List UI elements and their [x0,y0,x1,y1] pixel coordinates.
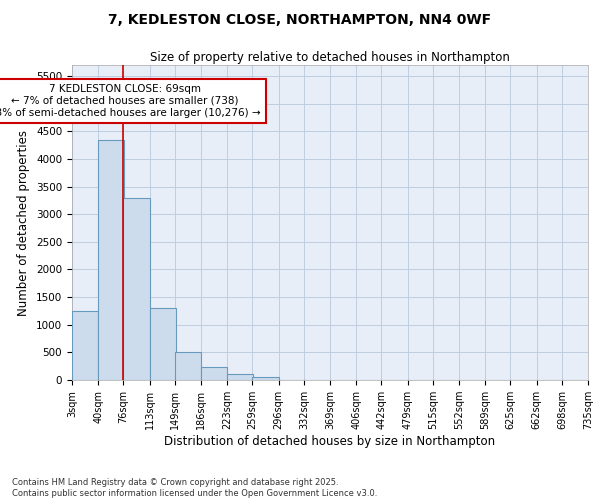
Bar [124,198,149,380]
Bar [149,308,176,380]
Bar [72,311,98,380]
Text: 7 KEDLESTON CLOSE: 69sqm
← 7% of detached houses are smaller (738)
93% of semi-d: 7 KEDLESTON CLOSE: 69sqm ← 7% of detache… [0,84,260,117]
Bar [175,352,201,380]
Y-axis label: Number of detached properties: Number of detached properties [17,130,31,316]
Bar [253,377,278,380]
Bar [98,140,124,380]
X-axis label: Distribution of detached houses by size in Northampton: Distribution of detached houses by size … [164,435,496,448]
Text: Contains HM Land Registry data © Crown copyright and database right 2025.
Contai: Contains HM Land Registry data © Crown c… [12,478,377,498]
Bar [201,368,227,380]
Title: Size of property relative to detached houses in Northampton: Size of property relative to detached ho… [150,51,510,64]
Text: 7, KEDLESTON CLOSE, NORTHAMPTON, NN4 0WF: 7, KEDLESTON CLOSE, NORTHAMPTON, NN4 0WF [109,12,491,26]
Bar [227,374,253,380]
